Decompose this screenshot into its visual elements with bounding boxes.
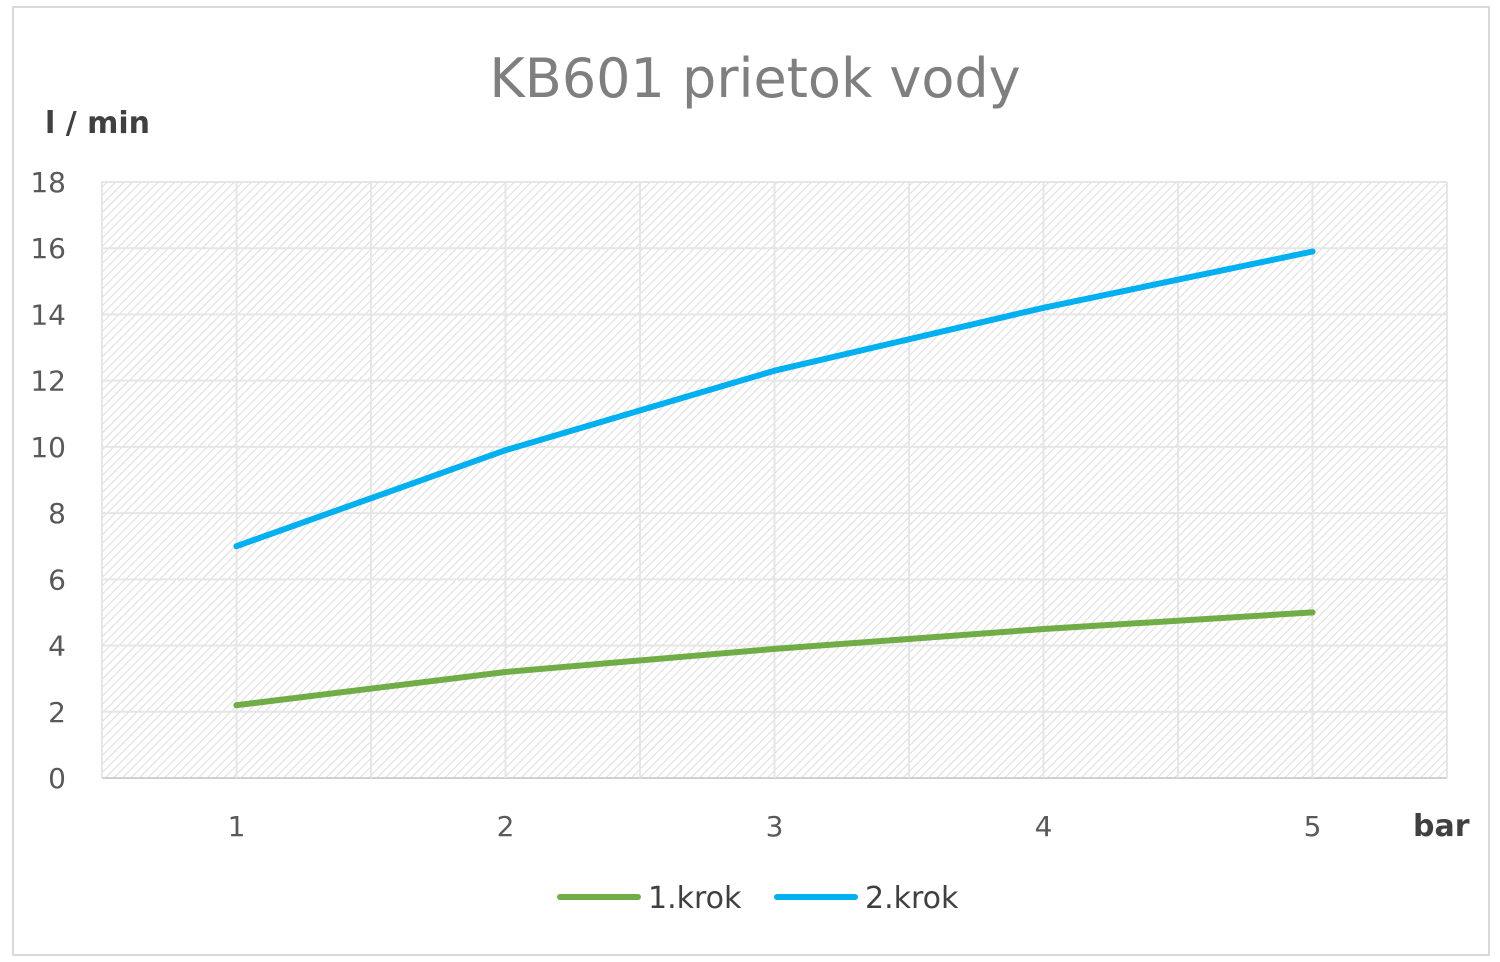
y-tick-label: 14 xyxy=(30,298,66,331)
x-tick-label: 3 xyxy=(766,810,784,843)
y-tick-label: 12 xyxy=(30,365,66,398)
chart-title: KB601 prietok vody xyxy=(489,47,1020,110)
y-tick-label: 2 xyxy=(48,696,66,729)
y-tick-label: 6 xyxy=(48,563,66,596)
legend: 1.krok 2.krok xyxy=(557,881,959,916)
data-point xyxy=(1309,609,1316,616)
y-tick-label: 10 xyxy=(30,431,66,464)
data-point xyxy=(1040,626,1047,632)
data-point xyxy=(233,543,240,550)
data-point xyxy=(771,367,778,374)
data-point xyxy=(1040,304,1047,311)
series-lines xyxy=(233,248,1316,709)
y-tick-label: 8 xyxy=(48,497,66,530)
x-tick-label: 2 xyxy=(497,810,515,843)
x-tick-label: 5 xyxy=(1304,810,1322,843)
data-point xyxy=(233,702,240,709)
x-tick-label: 1 xyxy=(228,810,246,843)
legend-label: 1.krok xyxy=(648,881,742,916)
y-tick-label: 0 xyxy=(48,762,66,795)
data-point xyxy=(771,645,778,652)
legend-label: 2.krok xyxy=(865,881,959,916)
data-point xyxy=(502,669,509,676)
y-tick-labels: 0 2 4 6 8 10 12 14 16 18 xyxy=(30,166,66,795)
data-point xyxy=(1309,248,1316,255)
gridlines xyxy=(101,181,1448,779)
x-axis-label: bar xyxy=(1413,809,1470,844)
y-axis-label: l / min xyxy=(45,106,150,141)
x-tick-labels: 1 2 3 4 5 xyxy=(228,810,1322,843)
y-tick-label: 4 xyxy=(48,630,66,663)
x-tick-label: 4 xyxy=(1035,810,1053,843)
y-tick-label: 16 xyxy=(30,232,66,265)
data-point xyxy=(502,447,509,454)
y-tick-label: 18 xyxy=(30,166,66,199)
